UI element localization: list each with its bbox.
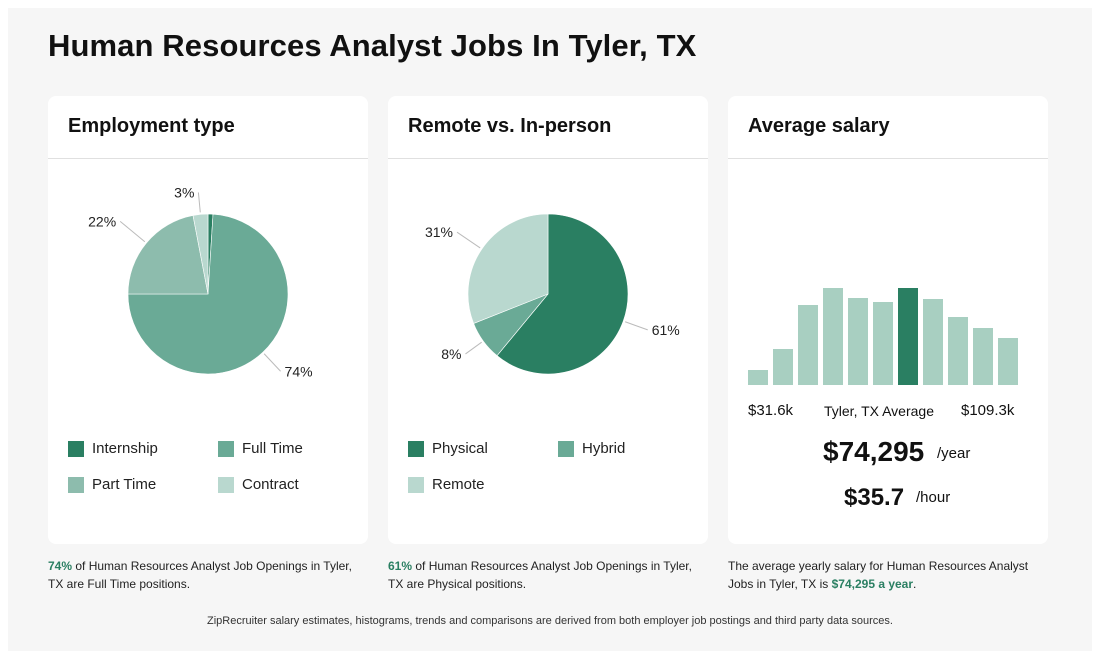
- pie-slice-remote: [467, 213, 549, 324]
- legend-item-remote: Remote: [408, 476, 485, 493]
- caption-highlight: 61%: [388, 559, 413, 573]
- pie-value-label: 31%: [425, 224, 453, 240]
- legend-swatch: [408, 440, 424, 457]
- pie-value-label: 22%: [88, 213, 116, 229]
- card-divider: [728, 158, 1048, 159]
- legend-label: Full Time: [242, 440, 303, 457]
- salary-bar-average: [898, 288, 918, 385]
- legend-item-physical: Physical: [408, 440, 488, 457]
- pie-label-line: [263, 353, 281, 372]
- legend-label: Contract: [242, 476, 299, 493]
- salary-hourly-unit: /hour: [916, 489, 951, 506]
- salary-bar: [748, 370, 768, 385]
- caption-text: The average yearly salary for Human Reso…: [728, 559, 1029, 591]
- legend-swatch: [558, 440, 574, 457]
- card-divider: [388, 158, 708, 159]
- legend-item-contract: Contract: [218, 476, 299, 493]
- pie-slice-contract: [192, 213, 209, 295]
- remote-vs-in-person-pie-chart: 61% 8% 31%: [425, 213, 680, 375]
- legend-item-part-time: Part Time: [68, 476, 156, 493]
- salary-yearly-value: $74,295: [823, 436, 925, 467]
- pie-value-label: 3%: [174, 184, 194, 200]
- pie-label-line: [456, 231, 481, 249]
- salary-hourly-value: $35.7: [844, 484, 905, 511]
- legend-label: Hybrid: [582, 440, 626, 457]
- caption-highlight: 74%: [48, 559, 73, 573]
- salary-average-label: Tyler, TX Average: [824, 403, 934, 419]
- salary-bar: [973, 328, 993, 385]
- legend-swatch: [68, 476, 84, 493]
- legend-item-hybrid: Hybrid: [558, 440, 625, 457]
- pie-value-label: 61%: [652, 322, 680, 338]
- legend-swatch: [218, 476, 234, 493]
- pie-label-line: [465, 341, 482, 355]
- salary-bar: [798, 305, 818, 385]
- legend-label: Internship: [92, 440, 158, 457]
- salary-bar: [848, 298, 868, 385]
- caption-text: of Human Resources Analyst Job Openings …: [388, 559, 692, 591]
- salary-min-label: $31.6k: [748, 402, 794, 419]
- remote-caption: 61% of Human Resources Analyst Job Openi…: [388, 557, 708, 593]
- remote-vs-in-person-card: Remote vs. In-person 61% 8% 31% Physical H…: [388, 96, 708, 544]
- salary-bar: [948, 317, 968, 385]
- salary-bar: [773, 349, 793, 385]
- salary-yearly-unit: /year: [937, 445, 971, 462]
- employment-caption: 74% of Human Resources Analyst Job Openi…: [48, 557, 368, 593]
- caption-text: of Human Resources Analyst Job Openings …: [48, 559, 352, 591]
- salary-caption: The average yearly salary for Human Reso…: [728, 557, 1048, 593]
- legend-label: Remote: [432, 476, 485, 493]
- caption-text-end: .: [913, 577, 917, 591]
- salary-histogram: [748, 288, 1018, 385]
- salary-bar: [923, 299, 943, 385]
- salary-bar: [823, 288, 843, 385]
- pie-value-label: 8%: [441, 346, 461, 362]
- caption-highlight: $74,295 a year: [831, 577, 914, 591]
- salary-max-label: $109.3k: [961, 402, 1015, 419]
- average-salary-card: Average salary $31.6k Tyler, TX Average …: [728, 96, 1048, 544]
- legend-label: Part Time: [92, 476, 157, 493]
- pie-label-line: [624, 321, 648, 331]
- legend-swatch: [68, 440, 84, 457]
- legend-item-full-time: Full Time: [218, 440, 303, 457]
- legend-label: Physical: [432, 440, 488, 457]
- card-title: Employment type: [68, 115, 235, 137]
- legend-swatch: [408, 476, 424, 493]
- footer-note: ZipRecruiter salary estimates, histogram…: [207, 615, 893, 627]
- salary-bar: [998, 338, 1018, 385]
- page-title: Human Resources Analyst Jobs In Tyler, T…: [48, 28, 697, 63]
- card-divider: [48, 158, 368, 159]
- pie-value-label: 74%: [285, 363, 313, 379]
- pie-label-line: [119, 220, 146, 243]
- legend-swatch: [218, 440, 234, 457]
- pie-slice-physical: [496, 213, 629, 375]
- salary-bar: [873, 302, 893, 385]
- pie-slice-part-time: [127, 215, 209, 295]
- legend-item-internship: Internship: [68, 440, 158, 457]
- card-title: Average salary: [748, 115, 890, 137]
- employment-type-card: Employment type 74% 22% 3% Internship Full…: [48, 96, 368, 544]
- employment-type-pie-chart: 74% 22% 3%: [88, 184, 313, 379]
- card-title: Remote vs. In-person: [408, 115, 612, 137]
- pie-label-line: [197, 192, 201, 213]
